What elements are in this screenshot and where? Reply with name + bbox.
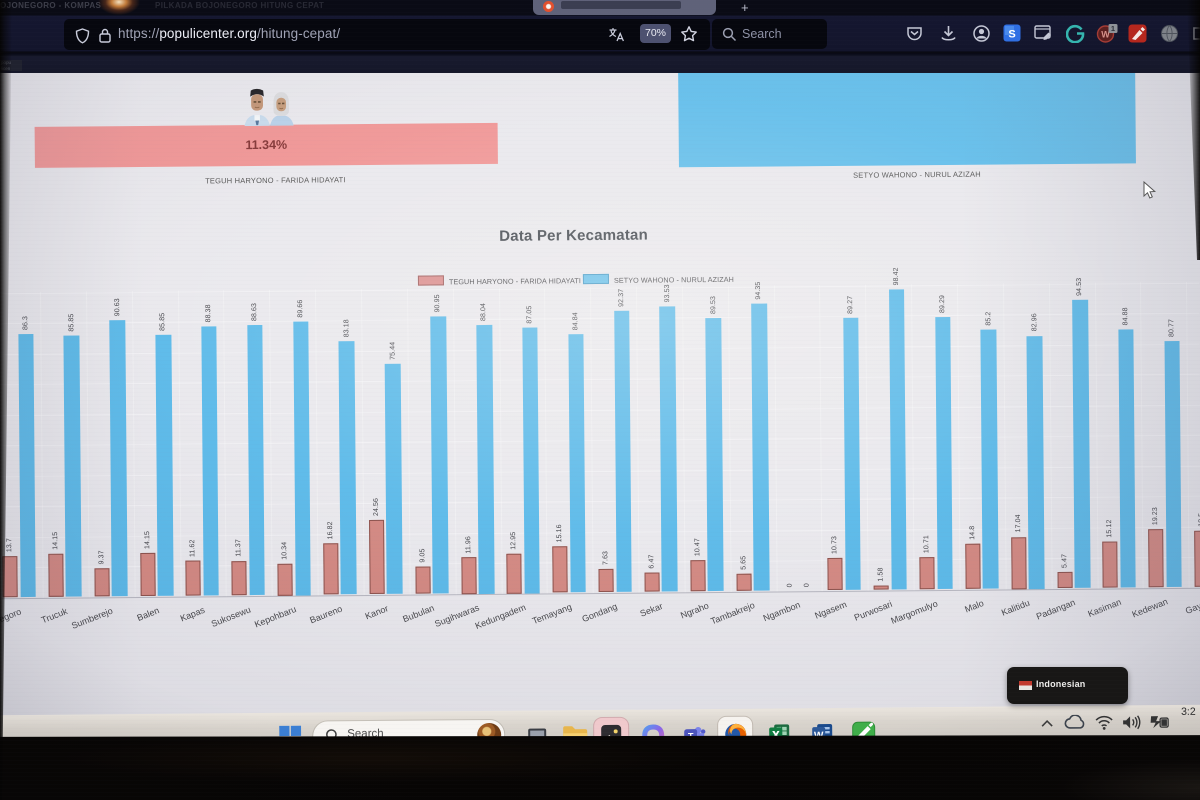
svg-text:1: 1 bbox=[1111, 24, 1115, 33]
svg-text:W: W bbox=[1101, 30, 1110, 40]
svg-text:S: S bbox=[1008, 29, 1015, 41]
